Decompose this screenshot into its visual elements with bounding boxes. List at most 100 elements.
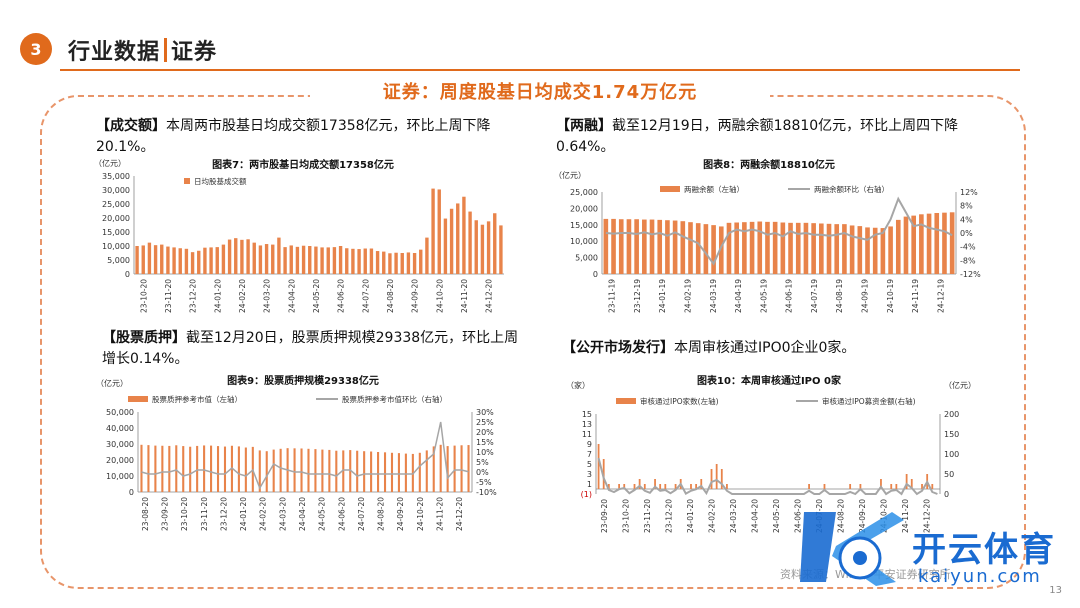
bar bbox=[834, 224, 840, 274]
x-tick-label: 24-10-20 bbox=[879, 499, 888, 533]
bar bbox=[175, 445, 178, 492]
bar bbox=[726, 222, 732, 274]
x-tick-label: 24-08-20 bbox=[386, 279, 395, 313]
bar bbox=[865, 227, 870, 274]
header-divider bbox=[60, 69, 1020, 71]
x-tick-label: 24-06-20 bbox=[793, 499, 802, 533]
bar bbox=[240, 239, 244, 274]
bar bbox=[390, 452, 394, 492]
bar bbox=[293, 448, 296, 492]
bar bbox=[210, 445, 213, 492]
x-tick-label: 24-04-20 bbox=[287, 279, 296, 313]
x-tick-label: 24-02-20 bbox=[238, 279, 247, 313]
y-tick-label: 5,000 bbox=[107, 256, 130, 265]
y2-tick-label: 25% bbox=[476, 418, 494, 427]
bar bbox=[811, 223, 816, 274]
bar bbox=[634, 219, 639, 274]
chart-turnover-svg: 图表7：两市股基日均成交额17358亿元 （亿元） 日均股基成交额 35,000 30,… bbox=[94, 158, 504, 313]
y2-tick-label: 150 bbox=[944, 430, 959, 439]
bar bbox=[307, 448, 310, 492]
y-tick-label: 50,000 bbox=[106, 408, 134, 417]
x-tick-label: 24-05-20 bbox=[312, 279, 321, 313]
bar bbox=[449, 208, 454, 274]
unit-label-left: （家） bbox=[566, 380, 590, 390]
watermark-name: 开云体育 bbox=[912, 530, 1056, 570]
bar bbox=[227, 239, 232, 274]
y2-tick-label: 30% bbox=[476, 408, 494, 417]
legend-label: 两融余额（左轴） bbox=[684, 184, 744, 194]
bar bbox=[221, 244, 226, 274]
paragraph-margin: 【两融】截至12月19日，两融余额18810亿元，环比上周四下降0.64%。 bbox=[556, 116, 976, 158]
x-tick-label: 24-01-19 bbox=[658, 279, 667, 313]
legend-label: 审核通过IPO家数(左轴) bbox=[640, 396, 719, 406]
bar bbox=[345, 248, 349, 274]
bar bbox=[197, 250, 201, 274]
bar bbox=[618, 484, 621, 489]
bar bbox=[695, 223, 701, 274]
bar bbox=[363, 451, 366, 492]
bar bbox=[859, 484, 862, 489]
bar bbox=[903, 216, 909, 274]
bar bbox=[397, 453, 400, 492]
bar bbox=[765, 221, 770, 274]
x-tick-label: 24-11-20 bbox=[436, 497, 445, 531]
chart-title: 图表9：股票质押规模29338亿元 bbox=[227, 374, 379, 387]
bar bbox=[618, 219, 624, 274]
watermark-domain: kaiyun.com bbox=[918, 566, 1042, 587]
paragraph-label: 【公开市场发行】 bbox=[562, 340, 674, 356]
bar bbox=[135, 246, 139, 274]
bar bbox=[849, 484, 852, 489]
x-tick-label: 24-06-19 bbox=[785, 279, 794, 313]
bar bbox=[147, 445, 150, 492]
bar bbox=[710, 469, 713, 489]
x-tick-label: 24-03-20 bbox=[263, 279, 272, 313]
y-tick-label: 15,000 bbox=[102, 228, 130, 237]
bar bbox=[788, 222, 793, 274]
bar bbox=[857, 226, 863, 274]
bar bbox=[400, 253, 404, 274]
x-tick-label: 24-12-19 bbox=[936, 279, 945, 313]
y2-tick-label: 0 bbox=[944, 490, 949, 499]
bar bbox=[283, 247, 287, 274]
y2-tick-label: 100 bbox=[944, 450, 959, 459]
x-tick-label: 23-10-20 bbox=[180, 497, 189, 531]
unit-label-left: （亿元） bbox=[94, 158, 126, 168]
bar bbox=[772, 221, 778, 274]
bar bbox=[326, 247, 330, 274]
bar bbox=[467, 445, 470, 492]
bar bbox=[404, 453, 407, 492]
x-tick-label: 24-10-19 bbox=[886, 279, 895, 313]
bar bbox=[418, 452, 421, 492]
y-tick-label: 20,000 bbox=[570, 204, 598, 213]
bar bbox=[431, 188, 435, 274]
bar bbox=[369, 248, 374, 274]
bar bbox=[168, 445, 171, 492]
y-tick-label: 0 bbox=[593, 270, 598, 279]
bar bbox=[942, 212, 947, 274]
x-tick-label: 24-12-20 bbox=[485, 279, 494, 313]
x-tick-label: 24-01-20 bbox=[686, 499, 695, 533]
bar bbox=[711, 225, 716, 274]
y-tick-label: 40,000 bbox=[106, 424, 134, 433]
x-tick-label: 24-05-19 bbox=[759, 279, 768, 313]
x-tick-label: 24-07-20 bbox=[357, 497, 366, 531]
bar bbox=[349, 450, 352, 492]
bar bbox=[252, 242, 256, 274]
x-tick-label: 23-11-20 bbox=[643, 499, 652, 533]
bar bbox=[499, 225, 503, 274]
bar bbox=[690, 484, 692, 489]
x-tick-label: 24-12-20 bbox=[455, 497, 464, 531]
bar bbox=[154, 445, 157, 492]
bar bbox=[486, 221, 491, 274]
x-tick-label: 24-04-20 bbox=[750, 499, 759, 533]
bar bbox=[603, 218, 609, 274]
bar bbox=[264, 244, 269, 274]
y-tick-label: 20,000 bbox=[102, 214, 130, 223]
bar bbox=[277, 237, 281, 274]
bar bbox=[246, 239, 250, 274]
bar bbox=[480, 224, 485, 274]
bar bbox=[826, 223, 832, 274]
y2-tick-label: 0% bbox=[960, 229, 973, 238]
bar bbox=[356, 450, 359, 492]
series-line bbox=[597, 457, 938, 496]
